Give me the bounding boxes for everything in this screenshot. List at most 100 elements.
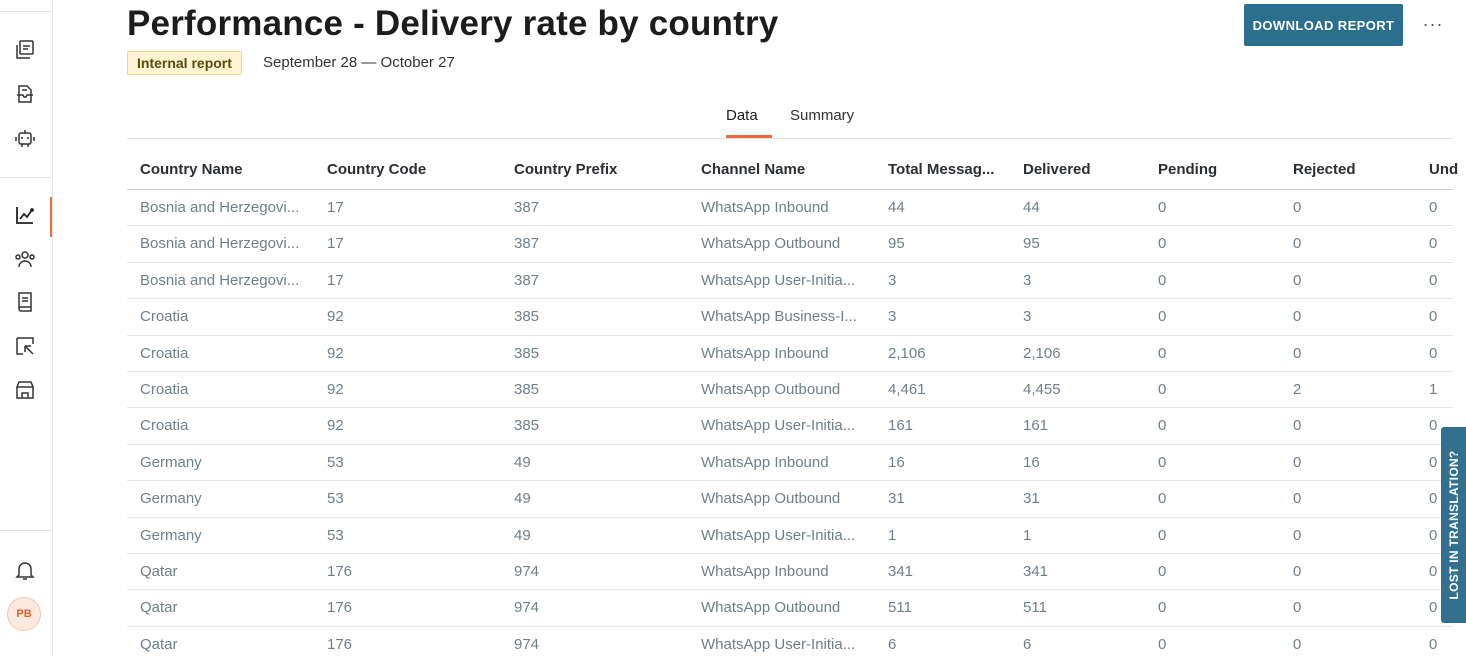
table-header: Country Name Country Code Country Prefix… — [127, 150, 1458, 190]
total-messages-cell: 341 — [888, 562, 914, 580]
pending-cell: 0 — [1158, 490, 1167, 508]
bell-icon[interactable] — [10, 555, 40, 585]
country-name-cell: Germany — [140, 453, 202, 471]
table-row[interactable]: Croatia 92 385 WhatsApp Outbound 4,461 4,455 0… — [127, 372, 1453, 409]
more-options-icon[interactable]: ··· — [1422, 13, 1444, 34]
table-row[interactable]: Qatar 176 974 WhatsApp Inbound 341 341 0 0 0 — [127, 554, 1453, 591]
pending-cell: 0 — [1158, 344, 1167, 362]
channel-name-cell: WhatsApp Inbound — [701, 199, 829, 216]
column-header-delivered[interactable]: Delivered — [1023, 161, 1091, 178]
rejected-cell: 0 — [1293, 635, 1302, 653]
delivered-cell: 95 — [1023, 235, 1040, 253]
total-messages-cell: 2,106 — [888, 344, 926, 362]
sidebar-top-divider — [0, 11, 52, 12]
table-row[interactable]: Croatia 92 385 WhatsApp Business-I... 3 3 0 0 0 — [127, 299, 1453, 336]
table-row[interactable]: Qatar 176 974 WhatsApp Outbound 511 511 0 0 0 — [127, 590, 1453, 627]
table-row[interactable]: Germany 53 49 WhatsApp Inbound 16 16 0 0 0 — [127, 445, 1453, 482]
column-header-country-code[interactable]: Country Code — [327, 161, 427, 178]
pending-cell: 0 — [1158, 635, 1167, 653]
country-name-cell: Bosnia and Herzegovi... — [140, 235, 300, 253]
channel-name-cell: WhatsApp Outbound — [701, 380, 841, 398]
undelivered-cell: 1 — [1429, 380, 1438, 398]
table-row[interactable]: Croatia 92 385 WhatsApp User-Initia... 161 16… — [127, 408, 1453, 445]
total-messages-cell: 31 — [888, 490, 905, 508]
column-header-total-messages[interactable]: Total Messag... — [888, 161, 995, 178]
sidebar: PB — [0, 0, 53, 656]
channel-name-cell: WhatsApp User-Initia... — [701, 417, 856, 435]
table-row[interactable]: Germany 53 49 WhatsApp User-Initia... 1 1 0 0 0 — [127, 518, 1453, 554]
delivered-cell: 16 — [1023, 453, 1040, 471]
date-range[interactable]: September 28 — October 27 — [263, 54, 455, 71]
undelivered-cell: 0 — [1429, 344, 1438, 362]
avatar[interactable]: PB — [7, 597, 41, 631]
total-messages-cell: 16 — [888, 453, 905, 471]
pending-cell: 0 — [1158, 235, 1167, 253]
country-prefix-cell: 49 — [514, 526, 531, 544]
tab-data[interactable]: Data — [726, 107, 758, 124]
column-header-country-prefix[interactable]: Country Prefix — [514, 161, 618, 178]
total-messages-cell: 3 — [888, 271, 897, 289]
pending-cell: 0 — [1158, 308, 1167, 326]
column-header-undelivered[interactable]: Und — [1429, 161, 1459, 178]
table-row[interactable]: Germany 53 49 WhatsApp Outbound 31 31 0 0 0 — [127, 481, 1453, 518]
delivered-cell: 4,455 — [1023, 380, 1061, 398]
total-messages-cell: 161 — [888, 417, 914, 435]
rejected-cell: 0 — [1293, 199, 1302, 216]
download-report-button[interactable]: DOWNLOAD REPORT — [1244, 4, 1403, 46]
table-row[interactable]: Bosnia and Herzegovi... 17 387 WhatsApp Out… — [127, 226, 1453, 263]
bot-icon[interactable] — [10, 123, 40, 153]
country-prefix-cell: 49 — [514, 453, 531, 471]
people-icon[interactable] — [10, 244, 40, 274]
channel-name-cell: WhatsApp User-Initia... — [701, 271, 856, 289]
delivered-cell: 31 — [1023, 490, 1040, 508]
sidebar-divider — [0, 530, 52, 531]
rejected-cell: 0 — [1293, 235, 1302, 253]
country-name-cell: Germany — [140, 526, 202, 544]
channel-name-cell: WhatsApp User-Initia... — [701, 526, 856, 544]
channel-name-cell: WhatsApp Inbound — [701, 453, 829, 471]
table-row[interactable]: Bosnia and Herzegovi... 17 387 WhatsApp Inb… — [127, 190, 1453, 227]
delivered-cell: 341 — [1023, 562, 1049, 580]
country-prefix-cell: 974 — [514, 599, 540, 617]
tab-summary[interactable]: Summary — [790, 107, 855, 124]
rejected-cell: 0 — [1293, 417, 1302, 435]
country-prefix-cell: 385 — [514, 308, 540, 326]
export-icon[interactable] — [10, 331, 40, 361]
table-row[interactable]: Bosnia and Herzegovi... 17 387 WhatsApp Use… — [127, 263, 1453, 300]
country-code-cell: 92 — [327, 344, 344, 362]
rejected-cell: 0 — [1293, 453, 1302, 471]
store-icon[interactable] — [10, 375, 40, 405]
analytics-icon[interactable] — [10, 200, 40, 230]
page-title: Performance - Delivery rate by country — [127, 4, 779, 43]
pending-cell: 0 — [1158, 599, 1167, 617]
column-header-country-name[interactable]: Country Name — [140, 161, 243, 178]
column-header-pending[interactable]: Pending — [1158, 161, 1218, 178]
rejected-cell: 0 — [1293, 271, 1302, 289]
pending-cell: 0 — [1158, 453, 1167, 471]
column-header-rejected[interactable]: Rejected — [1293, 161, 1356, 178]
country-name-cell: Bosnia and Herzegovi... — [140, 199, 300, 216]
country-prefix-cell: 49 — [514, 490, 531, 508]
conversations-icon[interactable] — [10, 35, 40, 65]
country-name-cell: Croatia — [140, 417, 189, 435]
rejected-cell: 0 — [1293, 308, 1302, 326]
channel-name-cell: WhatsApp Outbound — [701, 599, 841, 617]
delivered-cell: 3 — [1023, 271, 1032, 289]
country-prefix-cell: 385 — [514, 417, 540, 435]
rejected-cell: 0 — [1293, 490, 1302, 508]
rejected-cell: 0 — [1293, 562, 1302, 580]
delivered-cell: 6 — [1023, 635, 1032, 653]
lost-in-translation-tab[interactable]: LOST IN TRANSLATION? — [1441, 427, 1466, 623]
country-code-cell: 176 — [327, 635, 353, 653]
table-row[interactable]: Croatia 92 385 WhatsApp Inbound 2,106 2,106 0 0… — [127, 336, 1453, 372]
book-icon[interactable] — [10, 287, 40, 317]
table-row[interactable]: Qatar 176 974 WhatsApp User-Initia... 6 6 0 0 0 — [127, 627, 1453, 656]
channel-name-cell: WhatsApp Outbound — [701, 490, 841, 508]
internal-report-badge: Internal report — [127, 51, 242, 75]
country-prefix-cell: 387 — [514, 271, 540, 289]
column-header-channel-name[interactable]: Channel Name — [701, 161, 806, 178]
country-code-cell: 17 — [327, 199, 344, 216]
country-name-cell: Bosnia and Herzegovi... — [140, 271, 300, 289]
total-messages-cell: 3 — [888, 308, 897, 326]
inbox-icon[interactable] — [10, 79, 40, 109]
